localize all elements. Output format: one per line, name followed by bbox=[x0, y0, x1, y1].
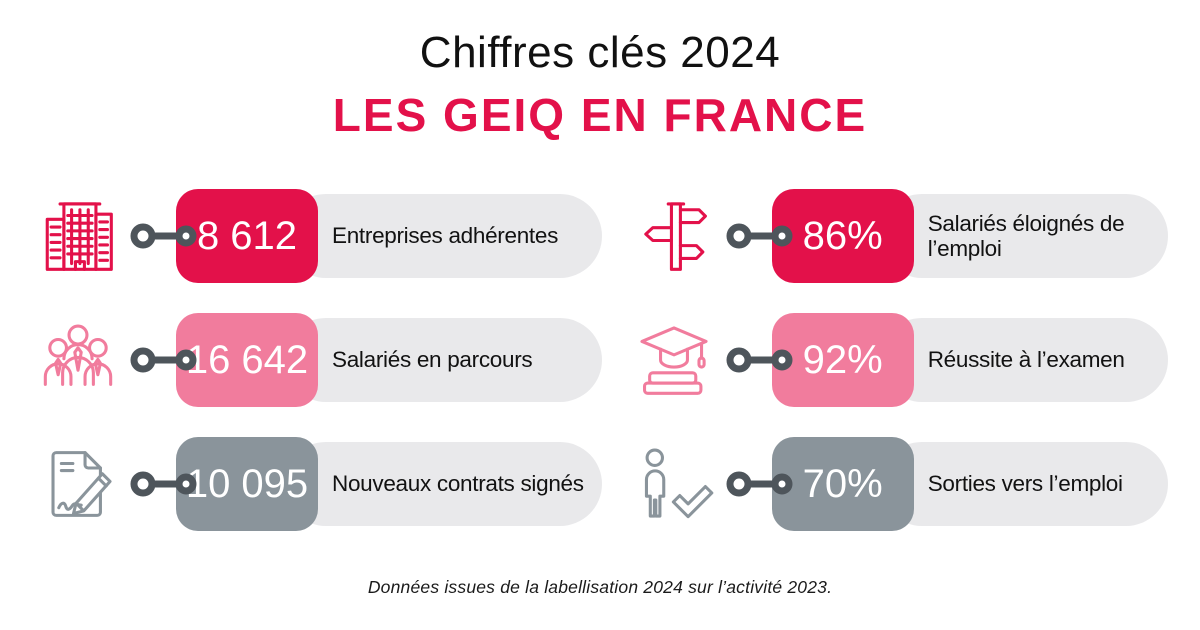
stat-value: 16 642 bbox=[185, 337, 309, 382]
stat-label-pill: Salariés éloignés de l’emploi bbox=[879, 194, 1168, 278]
graduation-icon bbox=[628, 316, 720, 404]
team-icon bbox=[32, 316, 124, 404]
tag-connector bbox=[130, 471, 197, 497]
stat-label: Entreprises adhérentes bbox=[332, 223, 559, 249]
stat-row-sorties-emploi: 70% Sorties vers l’emploi bbox=[628, 432, 1168, 536]
stat-label: Sorties vers l’emploi bbox=[927, 471, 1123, 497]
stat-row-entreprises: 8 612 Entreprises adhérentes bbox=[32, 184, 602, 288]
buildings-icon bbox=[32, 192, 124, 280]
stat-label: Salariés éloignés de l’emploi bbox=[927, 210, 1125, 261]
stat-row-contrats: 10 095 Nouveaux contrats signés bbox=[32, 432, 602, 536]
stat-value-tag: 92% bbox=[771, 313, 914, 407]
stat-row-eloignes-emploi: 86% Salariés éloignés de l’emploi bbox=[628, 184, 1168, 288]
stat-label: Salariés en parcours bbox=[332, 347, 533, 373]
stat-label-pill: Nouveaux contrats signés bbox=[284, 442, 602, 526]
stat-value-tag: 70% bbox=[771, 437, 914, 531]
stat-label: Nouveaux contrats signés bbox=[332, 471, 584, 497]
stat-row-salaries-parcours: 16 642 Salariés en parcours bbox=[32, 308, 602, 412]
stat-value: 8 612 bbox=[196, 213, 298, 258]
stat-value-tag: 16 642 bbox=[176, 313, 318, 407]
person-check-icon bbox=[628, 440, 720, 528]
stat-value-tag: 10 095 bbox=[176, 437, 318, 531]
header: Chiffres clés 2024 LES GEIQ EN FRANCE bbox=[0, 0, 1200, 142]
page-title: Chiffres clés 2024 bbox=[419, 28, 781, 77]
stat-label-pill: Sorties vers l’emploi bbox=[879, 442, 1168, 526]
signpost-icon bbox=[628, 192, 720, 280]
stat-label: Réussite à l’examen bbox=[927, 347, 1125, 373]
contract-signature-icon bbox=[32, 440, 124, 528]
tag-connector bbox=[130, 223, 197, 249]
page-subtitle: LES GEIQ EN FRANCE bbox=[332, 89, 868, 141]
stats-grid: 8 612 Entreprises adhérentes bbox=[0, 184, 1200, 536]
stat-value-tag: 86% bbox=[771, 189, 914, 283]
stat-row-reussite-examen: 92% Réussite à l’examen bbox=[628, 308, 1168, 412]
tag-connector bbox=[726, 347, 793, 373]
stat-value: 92% bbox=[802, 337, 883, 382]
tag-connector bbox=[130, 347, 197, 373]
stat-value: 70% bbox=[802, 461, 883, 506]
tag-connector bbox=[726, 471, 793, 497]
stat-value-tag: 8 612 bbox=[176, 189, 318, 283]
stat-label-pill: Salariés en parcours bbox=[284, 318, 602, 402]
tag-connector bbox=[726, 223, 793, 249]
stat-value: 10 095 bbox=[185, 461, 309, 506]
stat-label-pill: Réussite à l’examen bbox=[879, 318, 1168, 402]
stat-value: 86% bbox=[802, 213, 883, 258]
source-note: Données issues de la labellisation 2024 … bbox=[367, 577, 833, 597]
stat-label-pill: Entreprises adhérentes bbox=[284, 194, 602, 278]
